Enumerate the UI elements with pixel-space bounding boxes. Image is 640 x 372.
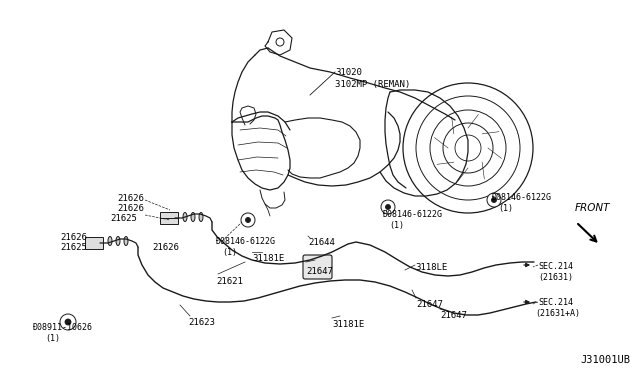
Circle shape [430,110,506,186]
Text: (21631+A): (21631+A) [535,309,580,318]
Circle shape [403,83,533,213]
Circle shape [443,123,493,173]
Text: 31181E: 31181E [332,320,364,329]
Circle shape [492,198,497,202]
Text: 21626: 21626 [60,233,87,242]
Circle shape [246,218,250,222]
Circle shape [65,319,71,325]
Text: J31001UB: J31001UB [580,355,630,365]
Text: 21644: 21644 [308,238,335,247]
Text: 21647: 21647 [306,267,333,276]
Text: 21626: 21626 [152,243,179,252]
Bar [85,237,103,249]
Text: 21647: 21647 [416,300,443,309]
Text: (1): (1) [45,334,60,343]
Text: Ð08911-10626: Ð08911-10626 [32,323,92,332]
Text: 21625: 21625 [110,214,137,223]
Text: 31181E: 31181E [252,254,284,263]
Ellipse shape [116,237,120,246]
Text: Ð08146-6122G: Ð08146-6122G [491,193,551,202]
Text: (1): (1) [389,221,404,230]
Circle shape [416,96,520,200]
Text: 21647: 21647 [440,311,467,320]
Ellipse shape [199,212,203,221]
Ellipse shape [191,212,195,221]
Text: SEC.214: SEC.214 [538,262,573,271]
Text: 21626: 21626 [117,204,144,213]
Text: 21626: 21626 [117,194,144,203]
Text: (21631): (21631) [538,273,573,282]
Ellipse shape [124,237,128,246]
Text: 3102MP (REMAN): 3102MP (REMAN) [335,80,410,89]
Circle shape [276,38,284,46]
Text: (1): (1) [222,248,237,257]
Text: Ð08146-6122G: Ð08146-6122G [382,210,442,219]
Text: SEC.214: SEC.214 [538,298,573,307]
Text: 3118LE: 3118LE [415,263,447,272]
Text: Ð08146-6122G: Ð08146-6122G [215,237,275,246]
Circle shape [241,213,255,227]
Ellipse shape [108,237,112,246]
Circle shape [385,205,390,209]
Text: (1): (1) [498,204,513,213]
Text: 21625: 21625 [60,243,87,252]
Text: 31020: 31020 [335,68,362,77]
Circle shape [487,193,501,207]
Text: 21621: 21621 [216,277,243,286]
Bar [160,212,178,224]
Ellipse shape [183,212,187,221]
FancyBboxPatch shape [303,255,332,279]
Text: FRONT: FRONT [575,203,611,213]
Circle shape [455,135,481,161]
Text: 21623: 21623 [188,318,215,327]
Circle shape [60,314,76,330]
Circle shape [381,200,395,214]
